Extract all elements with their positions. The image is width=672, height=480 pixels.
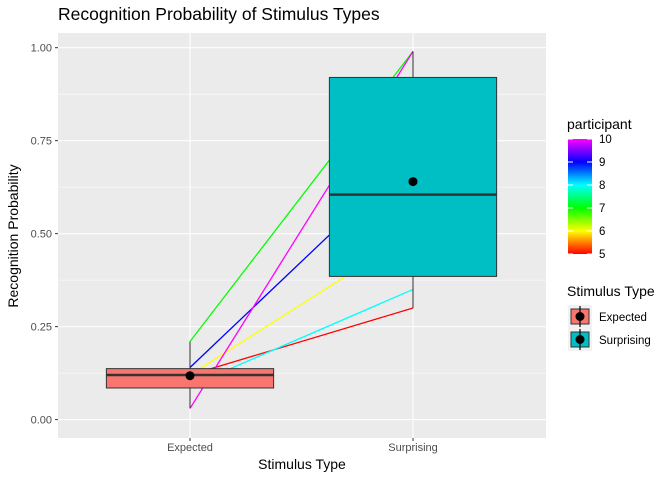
participant-legend: participant 10 9 8 7 6 5 — [567, 116, 632, 261]
colorbar-tick-label: 9 — [599, 157, 605, 169]
colorbar-tick-label: 8 — [599, 180, 605, 192]
participant-colorbar — [568, 139, 592, 254]
x-axis: Expected Surprising — [167, 438, 438, 454]
y-axis-title: Recognition Probability — [5, 164, 21, 307]
boxplots — [105, 51, 498, 409]
y-tick-label: 0.00 — [31, 415, 52, 427]
mean-point-expected — [185, 371, 195, 381]
boxplot-surprising — [328, 51, 498, 309]
y-tick-label: 0.25 — [31, 322, 52, 334]
x-axis-title: Stimulus Type — [258, 456, 346, 472]
legend-key-label: Surprising — [599, 335, 651, 347]
mean-point-surprising — [408, 177, 418, 187]
stimulus-legend-keys: Expected Surprising — [568, 305, 651, 351]
legend-key-label: Expected — [599, 312, 647, 324]
colorbar-tick-label: 6 — [599, 226, 605, 238]
colorbar-ticks: 10 9 8 7 6 5 — [568, 134, 612, 261]
stimulus-legend: Stimulus Type Expected Surprising — [567, 283, 655, 351]
y-tick-label: 0.50 — [31, 229, 52, 241]
y-tick-label: 1.00 — [31, 43, 52, 55]
colorbar-tick-label: 7 — [599, 203, 605, 215]
legend-key-surprising: Surprising — [568, 328, 651, 351]
y-axis: 0.00 0.25 0.50 0.75 1.00 — [31, 43, 58, 427]
box — [328, 76, 498, 277]
legend-key-point — [575, 312, 585, 321]
legend-key-point — [575, 335, 585, 344]
x-tick-label: Surprising — [388, 442, 438, 454]
participant-legend-title: participant — [567, 116, 632, 132]
chart-title: Recognition Probability of Stimulus Type… — [58, 4, 380, 24]
legend-key-expected: Expected — [568, 305, 647, 328]
y-tick-label: 0.75 — [31, 136, 52, 148]
participant-line-5 — [189, 307, 414, 376]
colorbar-tick-label: 10 — [599, 134, 612, 146]
stimulus-legend-title: Stimulus Type — [567, 283, 655, 299]
x-tick-label: Expected — [167, 442, 213, 454]
colorbar-tick-label: 5 — [599, 249, 605, 261]
